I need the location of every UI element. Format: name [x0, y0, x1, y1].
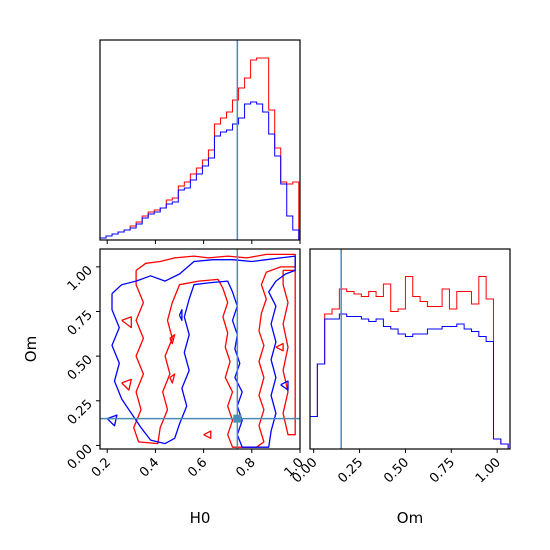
hist-h0-panel	[99, 39, 301, 244]
hist-h0-series-blue-step	[99, 101, 300, 240]
contour-y-tick-label: 0.75	[65, 308, 96, 339]
hist-om-x-tick-label: 0.50	[381, 455, 412, 486]
hist-om-frame	[309, 248, 511, 450]
contour-truth-marker	[233, 414, 242, 423]
hist-h0-series-red-step	[99, 57, 300, 240]
hist-h0-frame	[99, 39, 301, 241]
hist-h0-ticks	[106, 240, 301, 244]
hist-om-series-blue-step	[309, 313, 509, 449]
contour-red-ring	[169, 373, 176, 384]
contour-panel: 0.2 0.4 0.6 0.8 1.0 0.000.250.500.751.00 H0 …	[22, 248, 307, 527]
hist-om-series-group	[309, 276, 509, 449]
hist-om-x-tick-label: 0.75	[427, 455, 458, 486]
contour-blue-ring	[280, 380, 289, 391]
contour-frame	[99, 248, 301, 450]
contour-blue-ring	[178, 309, 183, 322]
contour-y-tick-label: 0.25	[65, 397, 96, 428]
contour-x-axis-label: H0	[190, 509, 211, 527]
contour-red-ring	[121, 378, 132, 391]
contour-red-ring	[203, 430, 212, 439]
contour-y-tick-label: 1.00	[65, 263, 96, 294]
contour-red-ring	[121, 316, 132, 329]
hist-om-x-tick-label: 0.25	[335, 455, 366, 486]
hist-om-panel: 0.00 0.25 0.50 0.75 1.00 Om	[289, 248, 511, 527]
contour-red-ring	[282, 269, 296, 436]
hist-om-x-axis-label: Om	[397, 509, 423, 527]
contour-x-tick-label: 0.2	[89, 455, 114, 480]
contour-blue-ring	[111, 255, 296, 448]
contour-x-tick-label: 0.6	[185, 455, 210, 480]
contour-x-ticks: 0.2 0.4 0.6 0.8 1.0	[89, 449, 307, 480]
contour-y-axis-label: Om	[22, 336, 40, 362]
contour-blue-ring	[106, 414, 118, 427]
contour-x-tick-label: 0.8	[233, 455, 258, 480]
contour-y-tick-label: 0.50	[65, 352, 96, 383]
contour-x-tick-label: 0.4	[137, 455, 162, 480]
contour-red-ring	[275, 342, 284, 352]
hist-om-x-ticks: 0.00 0.25 0.50 0.75 1.00	[289, 449, 504, 486]
hist-om-series-red-step	[309, 276, 509, 449]
contour-red-ring	[169, 334, 176, 345]
contour-series-group	[106, 253, 296, 448]
hist-h0-series-group	[99, 57, 300, 240]
hist-om-x-tick-label: 1.00	[473, 455, 504, 486]
contour-y-ticks: 0.000.250.500.751.00	[65, 263, 100, 473]
